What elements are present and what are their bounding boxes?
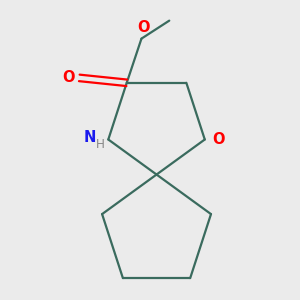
Text: N: N — [83, 130, 96, 146]
Text: H: H — [96, 138, 105, 151]
Text: O: O — [62, 70, 74, 86]
Text: O: O — [212, 132, 224, 147]
Text: O: O — [137, 20, 149, 35]
